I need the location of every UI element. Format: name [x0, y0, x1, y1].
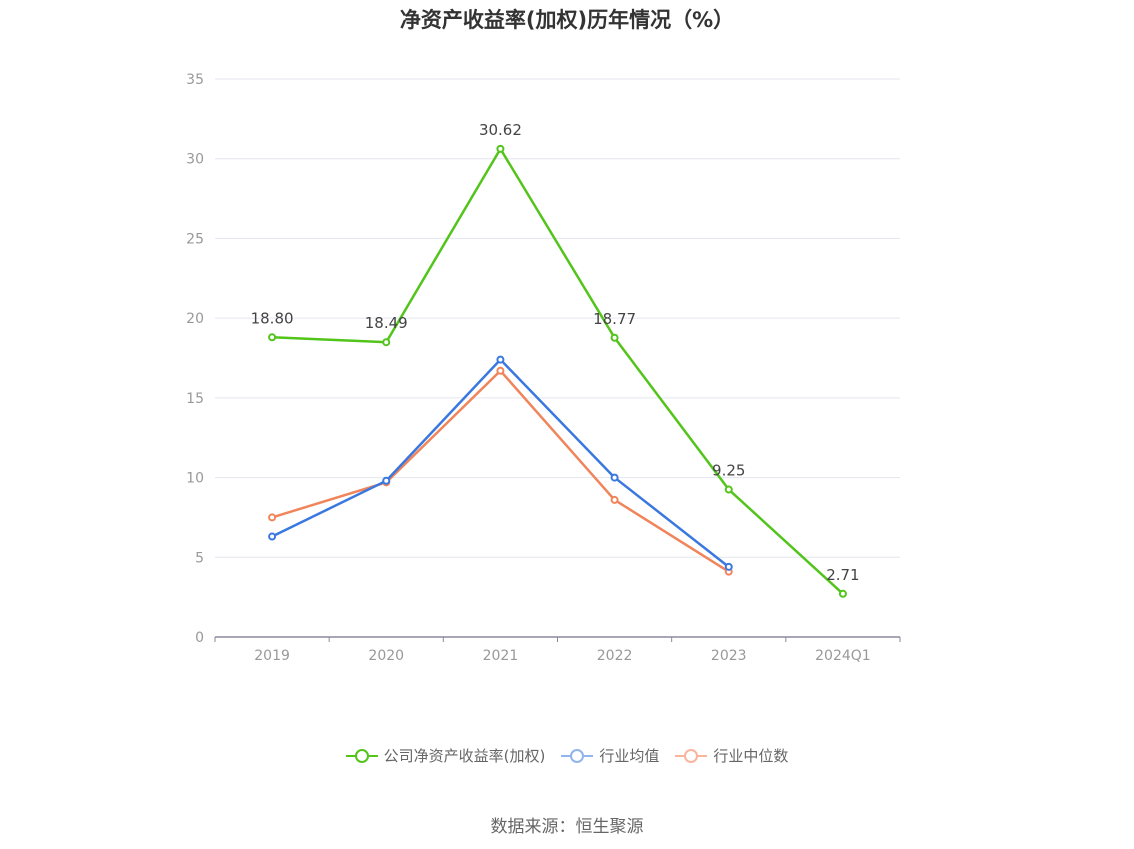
legend-line-icon	[675, 748, 708, 763]
data-point	[268, 513, 277, 522]
series-line	[272, 147, 844, 595]
x-tick-label: 2024Q1	[815, 648, 871, 664]
y-tick-label: 15	[186, 391, 204, 407]
data-point	[268, 333, 277, 342]
data-point	[724, 485, 733, 494]
legend-label: 公司净资产收益率(加权)	[383, 747, 546, 765]
x-tick-label: 2020	[368, 648, 404, 664]
data-point	[268, 532, 277, 541]
x-tick-label: 2019	[254, 648, 290, 664]
data-point	[382, 476, 391, 485]
data-point	[496, 355, 505, 364]
legend-line-icon	[561, 748, 594, 763]
chart-title: 净资产收益率(加权)历年情况（%）	[399, 8, 735, 32]
data-point	[838, 589, 847, 598]
legend-item-company-roe[interactable]: 公司净资产收益率(加权)	[345, 745, 546, 766]
y-tick-label: 0	[195, 630, 204, 646]
y-tick-label: 25	[186, 231, 204, 247]
y-axis: 0 5 10 15 20 25 30 35	[186, 72, 204, 646]
series-line	[271, 369, 730, 573]
data-point	[610, 473, 619, 482]
data-label: 2.71	[826, 566, 859, 584]
y-tick-label: 5	[195, 550, 204, 566]
series-layer	[268, 144, 847, 598]
legend-label: 行业均值	[599, 747, 660, 765]
legend: 公司净资产收益率(加权) 行业均值 行业中位数	[0, 745, 1134, 766]
data-point	[496, 366, 505, 375]
x-tick-label: 2022	[597, 648, 633, 664]
legend-item-industry-mean[interactable]: 行业均值	[561, 745, 659, 766]
data-label: 18.77	[593, 310, 636, 328]
data-point	[724, 562, 733, 571]
y-tick-label: 30	[186, 152, 204, 168]
data-label: 18.80	[251, 309, 294, 327]
data-label: 30.62	[479, 121, 522, 139]
data-point	[496, 144, 505, 153]
legend-label: 行业中位数	[713, 747, 789, 765]
x-axis: 2019 2020 2021 2022 2023 2024Q1	[214, 636, 901, 664]
data-point	[610, 333, 619, 342]
y-tick-label: 10	[186, 471, 204, 487]
x-tick-label: 2023	[711, 648, 747, 664]
series-line	[271, 358, 730, 568]
legend-line-icon	[345, 748, 378, 763]
x-tick-label: 2021	[483, 648, 519, 664]
grid-lines	[215, 78, 900, 558]
legend-item-industry-median[interactable]: 行业中位数	[675, 745, 788, 766]
data-point	[382, 338, 391, 347]
data-point	[610, 495, 619, 504]
data-label: 9.25	[712, 462, 745, 480]
data-label: 18.49	[365, 314, 408, 332]
y-tick-label: 20	[186, 311, 204, 327]
data-labels: 18.80 18.49 30.62 18.77 9.25 2.71	[251, 121, 860, 584]
data-source-note: 数据来源：恒生聚源	[490, 817, 644, 837]
y-tick-label: 35	[186, 72, 204, 88]
